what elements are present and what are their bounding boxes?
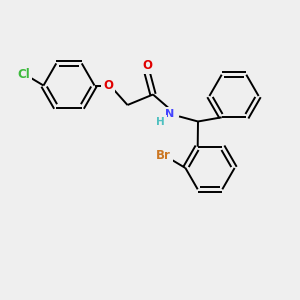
Text: Br: Br [156, 149, 171, 162]
Text: O: O [142, 59, 152, 72]
Text: N: N [166, 109, 175, 119]
Text: Cl: Cl [18, 68, 30, 81]
Text: O: O [103, 79, 113, 92]
Text: H: H [156, 117, 165, 128]
